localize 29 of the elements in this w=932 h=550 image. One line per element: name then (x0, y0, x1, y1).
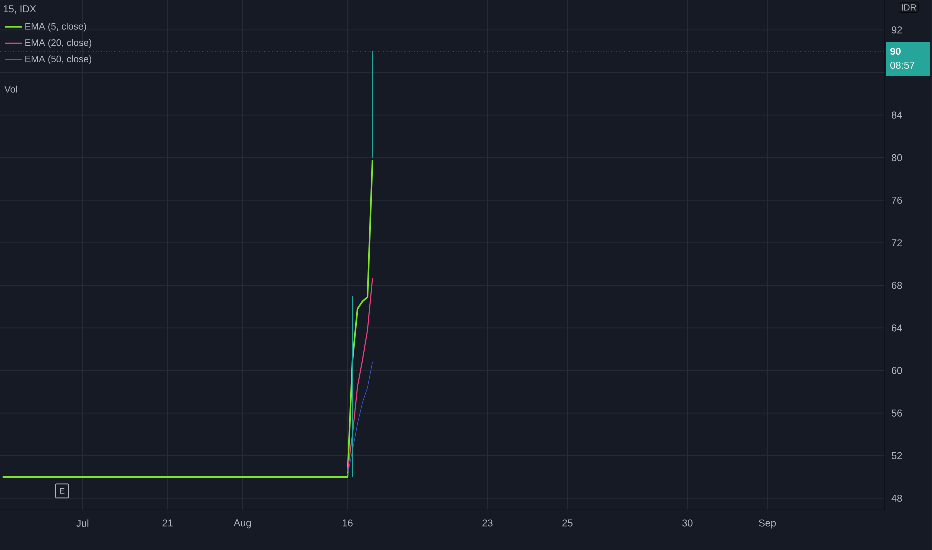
y-tick-label: 76 (892, 196, 902, 204)
y-tick-label: 60 (892, 367, 902, 374)
legend-label: EMA (20, close) (26, 39, 92, 48)
y-tick-label: 92 (892, 26, 902, 34)
y-axis-title: IDR (902, 4, 916, 11)
text: 08:57 (890, 62, 915, 69)
x-tick-label: 16 (342, 520, 353, 527)
y-tick-label: 68 (892, 282, 902, 290)
y-tick-label: 48 (892, 494, 902, 502)
y-tick-label: 64 (892, 324, 902, 332)
x-tick-label: Jul (76, 520, 89, 527)
chart-title: 15, IDX (4, 6, 36, 14)
x-tick-label: Sep (759, 520, 776, 529)
x-tick-label: 23 (482, 520, 493, 527)
x-tick-label: 30 (682, 520, 693, 527)
legend-label: EMA (5, close) (26, 22, 86, 32)
annotation: Vol (4, 86, 18, 93)
x-tick-label: 21 (162, 520, 173, 527)
x-tick-label: 25 (562, 520, 573, 527)
x-tick-label: Aug (234, 520, 252, 529)
line-series (347, 278, 374, 472)
y-tick-label: 56 (892, 410, 902, 417)
y-tick-label: 52 (892, 452, 902, 460)
legend-label: EMA (50, close) (26, 56, 92, 64)
y-tick-label: 84 (892, 112, 902, 119)
line-series (347, 362, 374, 476)
y-tick-label: 80 (892, 154, 902, 162)
y-tick-label: 72 (892, 239, 902, 246)
ref-line-label: 90 (890, 48, 901, 55)
